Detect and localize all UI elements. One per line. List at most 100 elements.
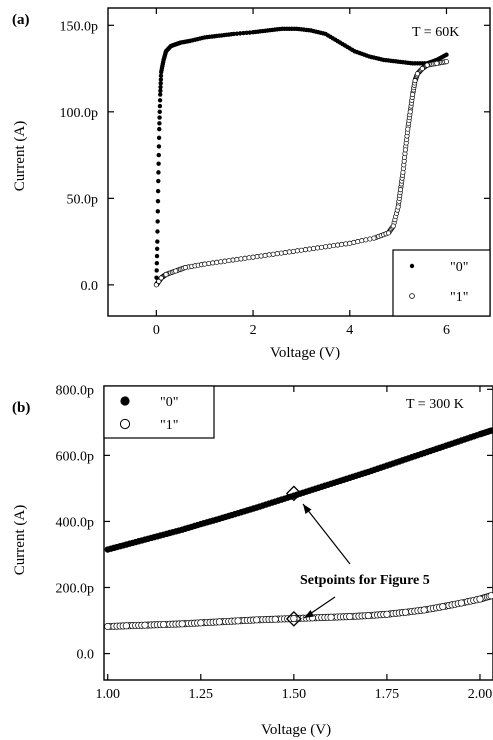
x-tick-label: 4 [346,323,353,338]
series-fill-marker [155,219,160,224]
data-point [156,278,162,284]
data-point [123,541,130,548]
data-point [395,204,401,210]
panel-b-setpoints [285,485,302,627]
panel-a-legend-marker-1 [409,293,415,299]
data-point [272,498,279,505]
data-point [173,268,179,274]
series-fill-marker [254,254,260,260]
panel-b-x-axis-title: Voltage (V) [261,722,331,738]
panel-b-temperature-annotation: T = 300 K [406,397,464,412]
data-point [197,619,205,627]
panel-a-plot-frame [107,7,491,317]
series-fill-marker [270,251,276,257]
series-fill-marker [351,239,357,246]
data-point [327,613,335,621]
data-point [231,31,236,37]
panel-a-x-axis-title: Voltage (V) [270,345,340,361]
series-fill-marker [154,261,160,266]
data-point [371,235,377,241]
series-fill-marker [294,248,300,254]
data-point [395,59,401,64]
panel-b-legend-label-1: "1" [160,418,178,433]
data-point [182,265,188,271]
data-point [458,437,465,444]
panel-b-ticks: 1.00 1.25 1.50 1.75 2.00 0.0 200.0p 400.0p 600.0… [56,383,493,702]
data-point [216,515,223,522]
data-point [290,615,298,623]
data-point [290,492,298,499]
series-fill-marker [154,246,160,252]
data-point [155,239,160,244]
series-fill-marker [355,239,361,245]
data-point [487,592,493,600]
data-point [390,223,396,229]
series-fill-marker [242,255,248,261]
series-fill-marker [234,256,240,263]
data-point [141,621,149,629]
data-point [346,474,353,482]
series-fill-marker [314,245,321,251]
data-point [122,622,130,630]
series-fill-marker [158,77,164,82]
panel-a-legend-marker-0 [409,263,415,269]
data-point [163,271,169,278]
data-point [215,618,223,626]
x-tick-label: 1.75 [375,687,400,702]
data-point [420,449,428,457]
data-point [385,230,392,236]
panel-b-callout: Setpoints for Figure 5 [300,503,430,619]
data-point [163,49,169,54]
data-point [160,620,168,629]
data-point [443,59,450,65]
series-fill-marker [331,243,337,249]
panel-a: (a) T = 60K 0 2 4 6 0.0 50.0p 100.0p 150.0p Vol… [12,7,491,361]
data-point [298,247,304,253]
data-point [157,126,162,132]
x-tick-label: 1.00 [95,687,120,702]
panel-b-legend-label-0: "0" [160,395,178,410]
series-fill-marker [155,209,161,214]
y-tick-label: 100.0p [60,106,99,121]
data-point [352,49,357,54]
y-tick-label: 150.0p [60,19,99,34]
series-fill-marker [156,144,162,149]
data-point [397,187,404,193]
panel-a-legend: "0" "1" [392,249,491,317]
panel-b: (b) T = 300 K 1.00 1.25 1.50 1.75 2.00 0.0 200… [12,383,493,738]
series-fill-marker [266,252,272,258]
data-point [434,60,440,66]
series-fill-marker [157,109,162,115]
data-point [253,504,260,511]
data-point [402,456,409,463]
panel-a-legend-label-0: "0" [450,260,468,275]
data-point [104,622,112,631]
setpoint-diamond [285,610,302,627]
series-fill-marker [156,152,161,158]
series-fill-marker [247,30,253,35]
data-point [202,261,208,267]
series-fill-marker [319,244,325,250]
series-fill-marker [158,88,163,93]
series-fill-marker [210,260,216,266]
panel-b-legend-marker-1 [119,418,131,430]
data-point [337,40,343,45]
series-fill-marker [290,248,296,254]
data-point [250,30,256,35]
series-fill-marker [286,249,292,255]
series-fill-marker [156,161,161,166]
x-tick-label: 2.00 [468,687,493,702]
data-point [424,62,430,68]
series-fill-marker [234,31,240,36]
series-fill-marker [222,258,228,264]
data-point [366,54,372,59]
series-fill-marker [246,255,252,261]
series-fill-marker [367,236,373,242]
data-point [383,462,391,469]
data-point [265,28,270,33]
data-point [158,275,164,281]
panel-a-legend-box [392,249,491,317]
series-fill-marker [155,199,161,204]
data-point [253,616,261,624]
